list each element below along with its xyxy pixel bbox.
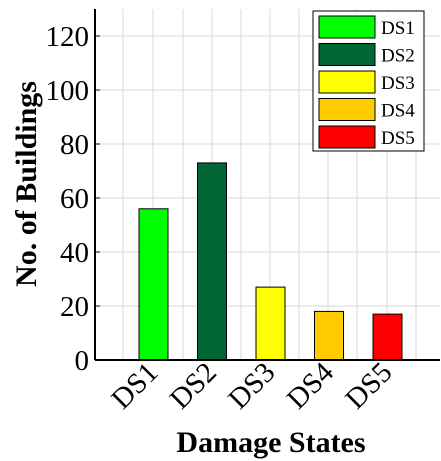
legend-label-ds1: DS1: [381, 18, 415, 39]
legend-swatch-ds3: [318, 70, 376, 94]
x-tick-label-ds1: DS1: [105, 356, 164, 415]
y-tick-label: 60: [60, 183, 89, 215]
bar-ds1: [138, 208, 169, 361]
bar-ds4: [314, 310, 344, 361]
x-tick-label-ds4: DS4: [281, 356, 340, 415]
x-tick-label-ds3: DS3: [222, 356, 281, 415]
legend-swatch-ds1: [318, 15, 376, 39]
x-tick-labels: DS1 DS2 DS3 DS4 DS5: [105, 356, 398, 415]
legend-label-ds3: DS3: [381, 73, 415, 94]
y-tick-label: 80: [60, 129, 89, 161]
legend-label-ds2: DS2: [381, 46, 415, 67]
y-tick-label: 120: [46, 21, 90, 53]
y-tick-label: 20: [60, 291, 89, 323]
bar-ds2: [197, 162, 227, 361]
bar-ds3: [255, 286, 286, 361]
x-tick-label-ds2: DS2: [164, 356, 223, 415]
y-tick-label: 40: [60, 237, 89, 269]
legend-label-ds4: DS4: [381, 101, 415, 122]
legend-swatch-ds2: [318, 43, 376, 66]
legend-swatch-ds5: [318, 125, 376, 149]
x-tick-label-ds5: DS5: [339, 356, 398, 415]
bars: [138, 162, 403, 361]
y-tick-labels: 0 20 40 60 80 100 120: [46, 21, 90, 377]
legend-swatch-ds4: [318, 98, 376, 121]
legend-label-ds5: DS5: [381, 128, 415, 149]
y-axis-title: No. of Buildings: [10, 81, 43, 287]
axes: [94, 9, 440, 361]
x-axis-title: Damage States: [176, 426, 365, 459]
legend: DS1 DS2 DS3 DS4 DS5: [312, 10, 425, 152]
bar-ds5: [372, 313, 403, 361]
y-tick-label: 0: [75, 345, 90, 377]
y-tick-label: 100: [46, 75, 90, 107]
